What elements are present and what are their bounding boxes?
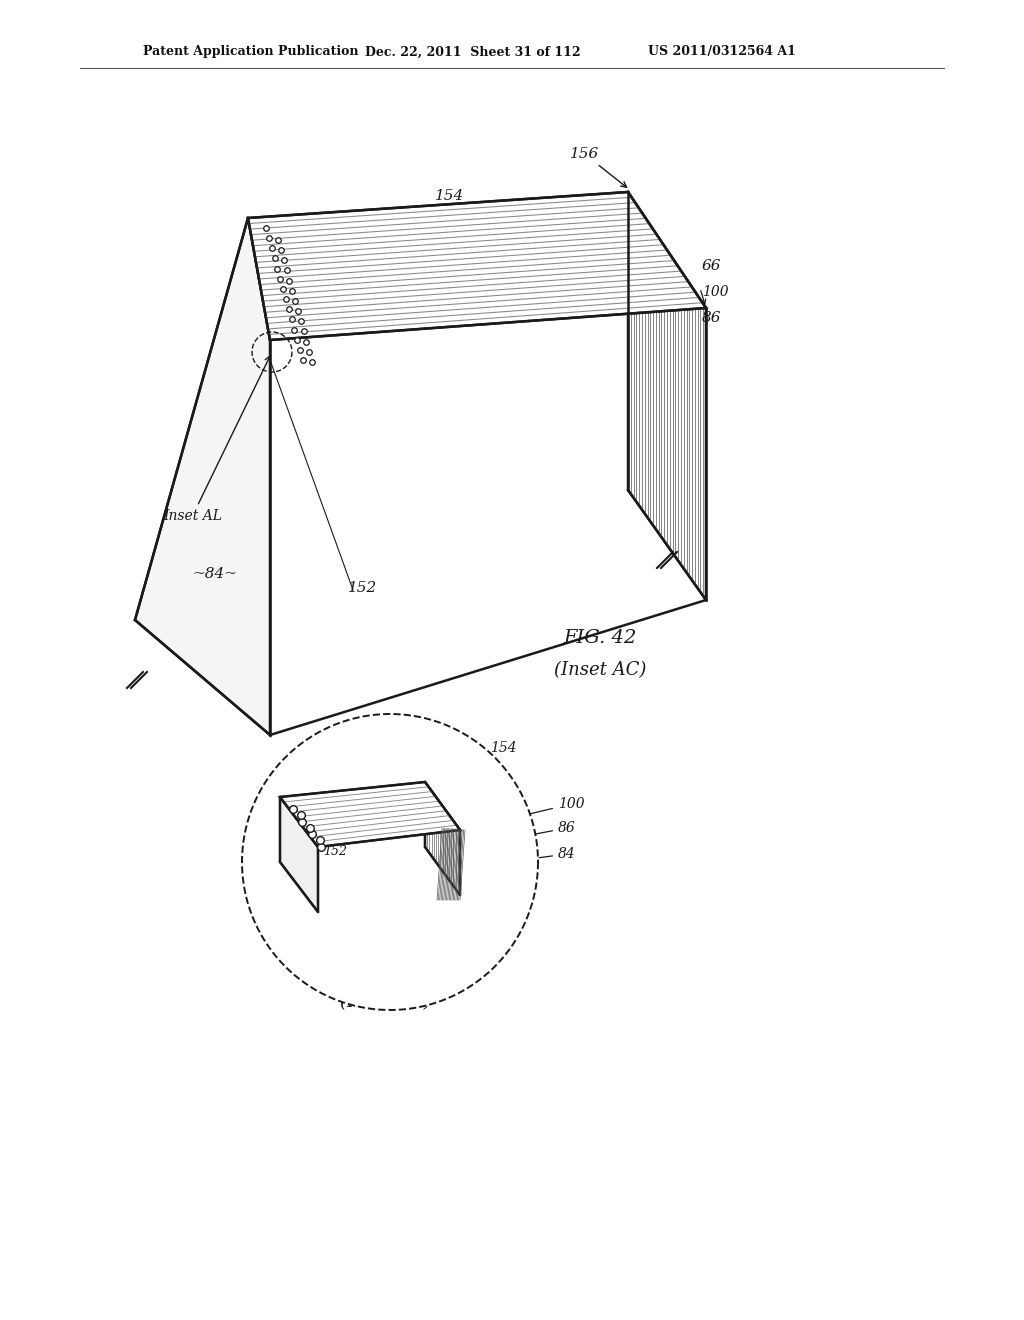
Text: FIG. 43: FIG. 43 [348, 960, 422, 977]
Text: Inset AL: Inset AL [163, 356, 270, 523]
Polygon shape [628, 191, 706, 601]
Polygon shape [135, 218, 270, 735]
Text: US 2011/0312564 A1: US 2011/0312564 A1 [648, 45, 796, 58]
Polygon shape [425, 781, 460, 895]
Text: 156: 156 [268, 857, 295, 895]
Text: 156: 156 [271, 267, 347, 322]
Polygon shape [280, 781, 460, 847]
Text: 66: 66 [702, 259, 722, 273]
Circle shape [242, 714, 538, 1010]
Text: 153: 153 [321, 911, 467, 925]
Text: 156: 156 [570, 147, 627, 187]
Text: 86: 86 [465, 821, 575, 847]
Polygon shape [280, 797, 318, 912]
Text: ~84~: ~84~ [193, 568, 237, 581]
Text: 152: 152 [323, 845, 347, 858]
Polygon shape [248, 191, 706, 341]
Text: (Inset AC): (Inset AC) [554, 661, 646, 678]
Text: (Inset AL): (Inset AL) [340, 993, 430, 1011]
Text: 100: 100 [702, 285, 729, 300]
Text: 86: 86 [702, 312, 722, 325]
Text: 100: 100 [465, 797, 585, 829]
Text: FIG. 42: FIG. 42 [563, 630, 637, 647]
Text: 84: 84 [465, 847, 575, 867]
Text: 154: 154 [428, 741, 517, 776]
Text: Patent Application Publication: Patent Application Publication [143, 45, 358, 58]
Text: 154: 154 [435, 189, 464, 220]
Text: Dec. 22, 2011  Sheet 31 of 112: Dec. 22, 2011 Sheet 31 of 112 [365, 45, 581, 58]
Text: 152: 152 [348, 581, 377, 595]
